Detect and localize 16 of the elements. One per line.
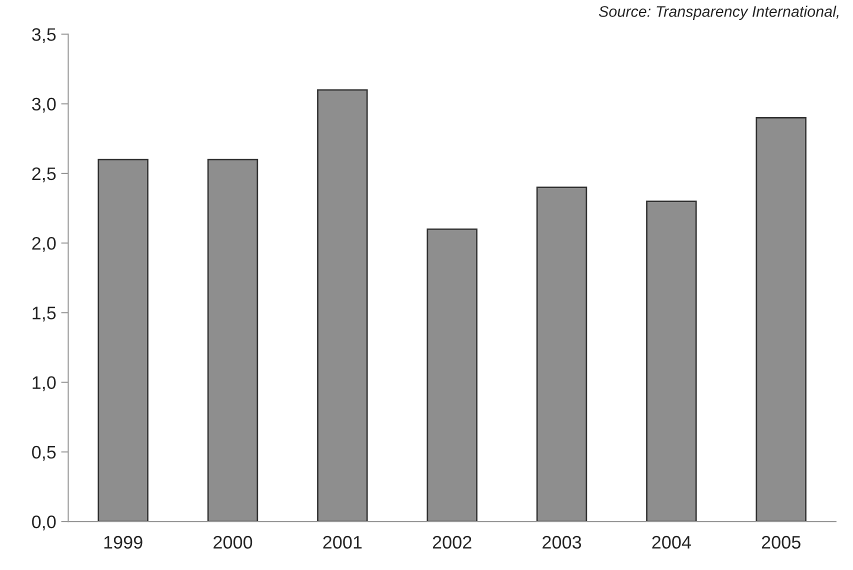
x-tick-label: 2000: [214, 536, 252, 549]
y-tick-label: 1,5: [32, 306, 56, 322]
y-tick-label: 1,0: [32, 376, 56, 392]
x-tick-label: 2004: [652, 536, 691, 549]
x-tick-label: 2002: [432, 536, 472, 549]
x-tick-label: 2005: [762, 536, 800, 549]
x-tick-label: 2003: [542, 536, 582, 549]
y-tick-label: 2,0: [32, 237, 56, 252]
y-tick-label: 0,0: [32, 515, 56, 530]
x-tick-label: 1999: [104, 536, 142, 549]
y-tick-label: 3,0: [32, 98, 56, 113]
x-tick-label: 2001: [323, 536, 362, 549]
y-tick-label: 3,5: [32, 28, 56, 44]
y-tick-label: 0,5: [32, 446, 56, 461]
source-note: Source: Transparency International,: [598, 6, 838, 20]
y-tick-label: 2,5: [32, 167, 56, 182]
